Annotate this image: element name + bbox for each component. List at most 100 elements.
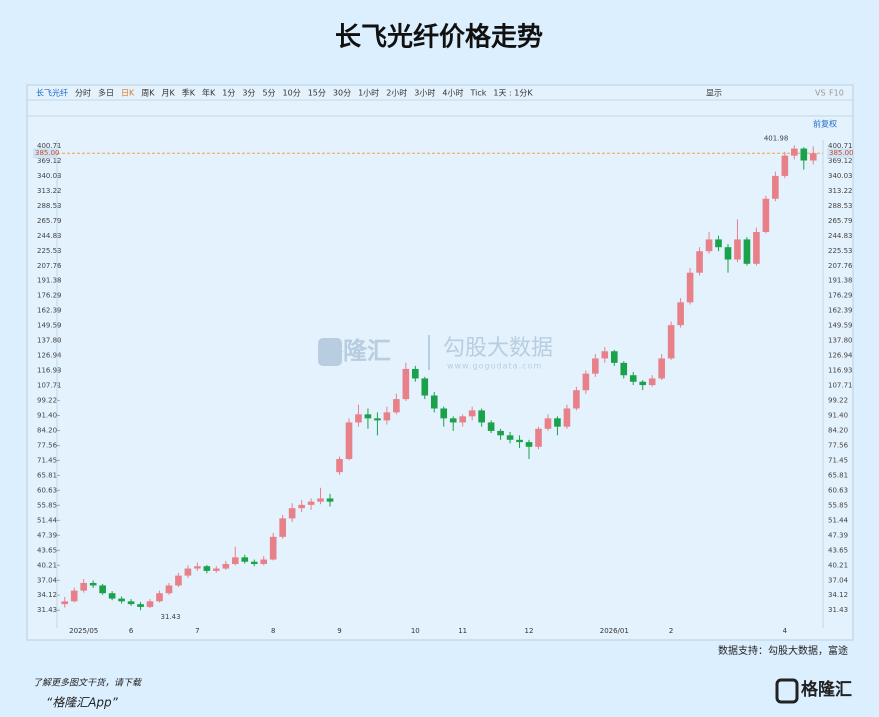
toolbar-item[interactable]: 日K <box>121 89 135 98</box>
toolbar-item[interactable]: 分时 <box>75 88 91 98</box>
toolbar-item[interactable]: 4小时 <box>442 88 463 98</box>
candle-body <box>288 508 296 519</box>
toolbar-item[interactable]: 1分 <box>222 89 235 98</box>
y-tick-label: 37.04 <box>828 576 849 584</box>
toolbar-item[interactable]: F10 <box>829 89 844 98</box>
candle-body <box>307 501 315 505</box>
candle-body <box>790 148 798 156</box>
toolbar-item[interactable]: VS <box>815 89 826 98</box>
candle-body <box>629 375 637 382</box>
y-tick-label: 71.45 <box>37 456 57 464</box>
footer: “格隆汇App” <box>46 696 119 710</box>
candle-body <box>639 381 647 386</box>
y-tick-label: 65.81 <box>828 471 848 479</box>
candle-body <box>705 239 713 252</box>
candle-body <box>573 390 580 409</box>
candle-body <box>743 239 751 264</box>
x-tick-label: 2025/05 <box>69 627 98 635</box>
candle-body <box>592 358 599 374</box>
adjust-label[interactable]: 前复权 <box>813 119 837 129</box>
y-tick-label: 149.59 <box>37 322 62 330</box>
y-tick-label: 162.39 <box>828 307 853 315</box>
candle-body <box>421 378 429 396</box>
candle-body <box>535 428 542 447</box>
logo-icon <box>775 678 799 704</box>
x-tick-label: 11 <box>458 627 467 635</box>
toolbar-item[interactable]: 周K <box>141 89 155 98</box>
toolbar-item[interactable]: 多日 <box>98 88 114 98</box>
chart-title: 长飞光纤价格走势 <box>335 22 543 53</box>
toolbar-item[interactable]: 10分 <box>283 89 301 98</box>
toolbar-item[interactable]: 2小时 <box>386 88 407 98</box>
candle-body <box>715 239 722 248</box>
toolbar-item[interactable]: 1天 : 1分K <box>493 89 533 98</box>
candle-body <box>449 418 457 423</box>
toolbar-item[interactable]: 季K <box>182 88 196 98</box>
y-tick-label: 34.12 <box>828 591 848 599</box>
candle-body <box>317 498 324 502</box>
y-tick-label: 77.56 <box>828 441 849 449</box>
y-tick-label: 99.22 <box>37 397 57 405</box>
candle-body <box>677 302 684 326</box>
source: 数据支持：勾股大数据，富途 <box>718 644 848 657</box>
y-tick-label: 288.53 <box>828 202 853 210</box>
y-tick-label: 60.63 <box>37 486 57 494</box>
watermark: www.gogudata.com <box>447 362 542 371</box>
candle-body <box>393 399 400 413</box>
candle-body <box>459 416 467 423</box>
candle-body <box>345 422 353 460</box>
toolbar-item[interactable]: 15分 <box>308 89 326 98</box>
y-tick-label: 137.80 <box>37 337 62 345</box>
candle-body <box>222 563 230 569</box>
toolbar-item[interactable]: 3分 <box>242 89 255 98</box>
x-tick-label: 2026/01 <box>600 627 629 635</box>
y-tick-label: 400.71 <box>37 142 62 150</box>
candle-body <box>175 575 182 586</box>
candle-body <box>506 435 514 440</box>
y-tick-label: 176.29 <box>37 292 62 300</box>
y-tick-label: 191.38 <box>828 277 853 285</box>
y-tick-label: 43.65 <box>37 546 57 554</box>
candle-body <box>516 439 523 443</box>
y-tick-label: 107.71 <box>37 382 62 390</box>
candle-body <box>402 368 410 400</box>
y-tick-label: 369.12 <box>37 157 62 165</box>
candle-body <box>487 422 495 431</box>
candle-body <box>108 593 116 599</box>
y-tick-label: 313.22 <box>828 187 853 195</box>
y-tick-label: 288.53 <box>37 202 62 210</box>
toolbar-item[interactable]: 1小时 <box>358 88 379 98</box>
toolbar-item[interactable]: 长飞光纤 <box>36 88 68 98</box>
y-tick-label: 51.44 <box>37 516 58 524</box>
toolbar-item[interactable]: Tick <box>469 89 486 98</box>
candle-body <box>667 325 675 359</box>
min-label: 31.43 <box>161 613 181 621</box>
y-tick-label: 40.21 <box>37 561 57 569</box>
toolbar-item[interactable]: 5分 <box>262 89 275 98</box>
candle-body <box>213 568 220 571</box>
y-tick-label: 265.79 <box>828 217 853 225</box>
y-tick-label: 31.43 <box>37 606 57 614</box>
candle-body <box>250 561 258 564</box>
y-tick-label: 225.53 <box>37 247 62 255</box>
candle-body <box>184 568 192 576</box>
y-tick-label: 77.56 <box>37 441 58 449</box>
toolbar-item[interactable]: 显示 <box>706 89 722 98</box>
candle-body <box>563 408 571 427</box>
x-tick-label: 6 <box>129 627 134 635</box>
y-tick-label: 176.29 <box>828 292 853 300</box>
toolbar-item[interactable]: 年K <box>202 88 216 98</box>
candle-body <box>383 412 391 421</box>
toolbar-item[interactable]: 3小时 <box>414 88 435 98</box>
candle-body <box>80 582 88 591</box>
candle-body <box>231 557 239 564</box>
y-tick-label: 91.40 <box>37 412 57 420</box>
toolbar-item[interactable]: 30分 <box>333 89 351 98</box>
y-tick-label: 207.76 <box>37 262 62 270</box>
y-tick-label: 34.12 <box>37 591 57 599</box>
toolbar-item[interactable]: 月K <box>162 89 176 98</box>
y-tick-label: 207.76 <box>828 262 853 270</box>
y-tick-label: 71.45 <box>828 456 848 464</box>
y-tick-label: 51.44 <box>828 516 849 524</box>
candle-body <box>194 566 201 569</box>
